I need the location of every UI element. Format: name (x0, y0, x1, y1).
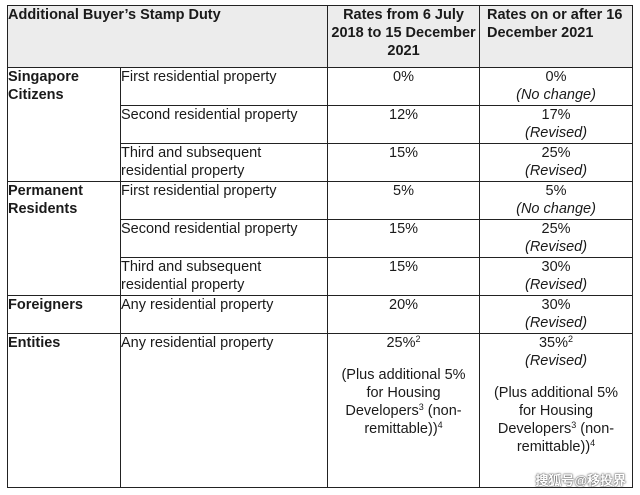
old-rate: 5% (327, 181, 481, 220)
new-rate-cell: 30% (Revised) (479, 257, 634, 296)
old-rate: 25% (386, 335, 416, 351)
rate-note: (No change) (516, 87, 596, 103)
rate-note: (Revised) (524, 163, 588, 179)
new-rate-cell: 25% (Revised) (479, 219, 634, 258)
developer-note-text-2: (non-remittable) (516, 421, 615, 455)
rate-note: (Revised) (524, 277, 588, 293)
new-rate: 25% (541, 145, 571, 161)
footnote-ref: 3 (571, 420, 577, 430)
group-label-entities: Entities (7, 333, 121, 488)
footnote-ref: 2 (415, 334, 421, 344)
new-rate: 30% (541, 297, 571, 313)
developer-note-text: (Plus additional 5% for Housing Develope… (493, 385, 619, 437)
developer-note-close: ) (585, 439, 591, 455)
watermark: 搜狐号@移投界 (535, 473, 626, 488)
old-rate: 20% (327, 295, 481, 334)
table-row: Foreigners Any residential property 20% … (7, 295, 634, 334)
absd-rates-table: Additional Buyer’s Stamp Duty Rates from… (6, 5, 634, 488)
property-type: Third and subsequent residential propert… (119, 143, 329, 182)
table-row: Third and subsequent residential propert… (8, 257, 634, 296)
property-type: Any residential property (119, 295, 329, 334)
footnote-ref: 4 (437, 420, 443, 430)
table-row: Second residential property 12% 17% (Revi… (8, 105, 634, 144)
new-rate-cell: 17% (Revised) (479, 105, 634, 144)
new-rate-cell: 30% (Revised) (479, 295, 634, 334)
developer-note-new: (Plus additional 5% for Housing Develope… (480, 384, 632, 456)
developer-note-text: (Plus additional 5% for Housing Develope… (341, 367, 466, 419)
column-header-new-rates: Rates on or after 16 December 2021 (479, 5, 634, 68)
old-rate-line: 25%2 (328, 334, 479, 352)
table-title: Additional Buyer’s Stamp Duty (6, 5, 329, 68)
rate-note: (Revised) (524, 239, 588, 255)
developer-note-close: ) (432, 421, 438, 437)
property-type: First residential property (119, 181, 329, 220)
property-type: First residential property (119, 67, 329, 106)
new-rate-cell: 35%2 (Revised) (Plus additional 5% for H… (479, 333, 634, 488)
new-rate: 0% (545, 69, 567, 85)
rate-note: (Revised) (524, 353, 588, 369)
old-rate: 15% (327, 219, 481, 258)
old-rate: 15% (327, 143, 481, 182)
new-rate-line: 35%2 (480, 334, 632, 352)
old-rate: 15% (327, 257, 481, 296)
table-row: Permanent Residents First residential pr… (7, 181, 634, 296)
new-rate-cell: 5% (No change) (479, 181, 634, 220)
rate-note: (Revised) (524, 315, 588, 331)
new-rate: 25% (541, 221, 571, 237)
developer-note-text-2: (non-remittable) (364, 403, 462, 437)
property-type: Any residential property (119, 333, 329, 488)
table-row: Second residential property 15% 25% (Revi… (8, 219, 634, 258)
new-rate: 35% (538, 335, 569, 351)
property-type: Second residential property (119, 105, 329, 144)
table-row: Entities Any residential property 25%2 (… (7, 333, 634, 488)
developer-note-old: (Plus additional 5% for Housing Develope… (328, 366, 479, 438)
group-label-citizens: Singapore Citizens (7, 67, 121, 182)
old-rate-cell: 25%2 (Plus additional 5% for Housing Dev… (327, 333, 481, 488)
old-rate: 0% (327, 67, 481, 106)
new-rate: 30% (541, 259, 571, 275)
column-header-old-rates: Rates from 6 July 2018 to 15 December 20… (327, 5, 481, 68)
table-row: Singapore Citizens First residential pro… (7, 67, 634, 182)
footnote-ref: 4 (590, 438, 596, 448)
table-row: Third and subsequent residential propert… (8, 143, 634, 182)
footnote-ref: 2 (568, 334, 574, 344)
footnote-ref: 3 (418, 402, 424, 412)
new-rate-cell: 0% (No change) (479, 67, 634, 106)
old-rate: 12% (327, 105, 481, 144)
group-label-permanent-residents: Permanent Residents (7, 181, 121, 296)
rate-note: (Revised) (524, 125, 588, 141)
new-rate: 5% (545, 183, 567, 199)
property-type: Third and subsequent residential propert… (119, 257, 329, 296)
property-type: Second residential property (119, 219, 329, 258)
group-label-foreigners: Foreigners (7, 295, 121, 334)
new-rate: 17% (541, 107, 571, 123)
header-row: Additional Buyer’s Stamp Duty Rates from… (6, 5, 634, 68)
rate-note: (No change) (516, 201, 596, 217)
new-rate-cell: 25% (Revised) (479, 143, 634, 182)
